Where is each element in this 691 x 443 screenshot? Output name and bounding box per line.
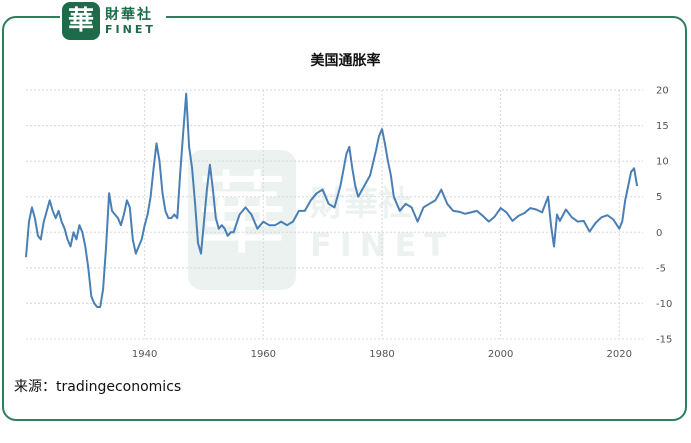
y-tick-label: 10 bbox=[656, 157, 669, 168]
y-tick-label: 0 bbox=[656, 228, 662, 239]
finet-logo: 華 財華社 FINET bbox=[60, 0, 166, 40]
y-tick-label: 5 bbox=[656, 192, 662, 203]
watermark: 華 財華社 FINET bbox=[188, 150, 446, 290]
x-tick-label: 2020 bbox=[607, 349, 632, 360]
series-line bbox=[25, 92, 639, 308]
y-tick-label: -5 bbox=[656, 263, 666, 274]
y-tick-label: -15 bbox=[656, 335, 672, 346]
y-tick-label: 20 bbox=[656, 86, 669, 97]
logo-name-cn: 財華社 bbox=[105, 7, 153, 23]
x-tick-label: 1940 bbox=[132, 349, 157, 360]
logo-name-en: FINET bbox=[105, 23, 156, 36]
y-tick-label: -10 bbox=[656, 299, 672, 310]
tick-labels: 20 15 10 5 0 -5 -10 -15 1940 1960 1980 2000 2020 bbox=[132, 86, 672, 361]
x-tick-label: 1960 bbox=[251, 349, 276, 360]
y-tick-label: 15 bbox=[656, 121, 669, 132]
x-tick-label: 1980 bbox=[369, 349, 394, 360]
x-tick-label: 2000 bbox=[488, 349, 513, 360]
logo-badge: 華 bbox=[62, 2, 100, 40]
grid-lines bbox=[26, 89, 643, 340]
watermark-badge bbox=[188, 150, 296, 290]
chart-title: 美国通胀率 bbox=[310, 53, 381, 69]
source-label: 来源：tradingeconomics bbox=[14, 379, 182, 395]
